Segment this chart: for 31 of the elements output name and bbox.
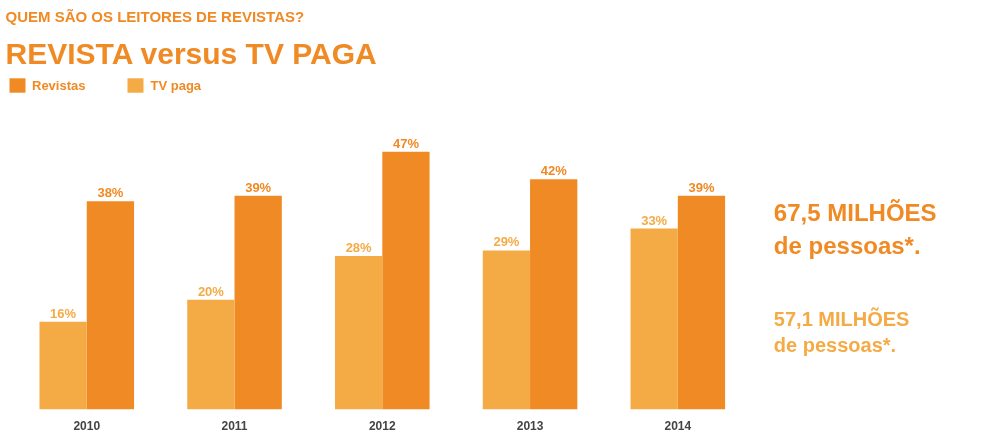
data-label: 29%: [493, 234, 520, 250]
data-label: 16%: [50, 305, 77, 321]
x-tick-label: 2014: [664, 418, 692, 433]
x-tick-label: 2012: [368, 418, 396, 433]
data-label: 20%: [197, 283, 225, 299]
bar: [234, 195, 282, 410]
data-label: 39%: [688, 179, 715, 195]
chart-title: REVISTA versus TV PAGA: [5, 36, 377, 70]
data-label: 28%: [345, 239, 373, 255]
x-tick-label: 2013: [516, 418, 544, 433]
data-label: 39%: [245, 179, 272, 195]
text: 67,5 MILHÕES de pessoas*.: [773, 199, 937, 259]
bar: [187, 299, 235, 410]
bar: [630, 228, 678, 410]
legend-label: Revistas: [32, 77, 86, 93]
x-tick-label: 2010: [73, 418, 101, 433]
data-label: 33%: [641, 212, 668, 228]
data-label: 38%: [97, 185, 124, 201]
chart-subtitle: QUEM SÃO OS LEITORES DE REVISTAS?: [5, 7, 305, 25]
bar: [530, 179, 578, 410]
bar: [39, 321, 87, 410]
bar: [677, 195, 726, 410]
data-label: 42%: [540, 163, 568, 179]
bar: [382, 151, 430, 410]
legend-label: TV paga: [150, 77, 202, 93]
text: 57,1 MILHÕES de pessoas*.: [773, 306, 910, 357]
bar: [86, 201, 135, 410]
x-tick-label: 2011: [221, 418, 248, 433]
data-label: 47%: [392, 135, 420, 151]
bar: [335, 255, 383, 410]
bar: [482, 250, 531, 410]
